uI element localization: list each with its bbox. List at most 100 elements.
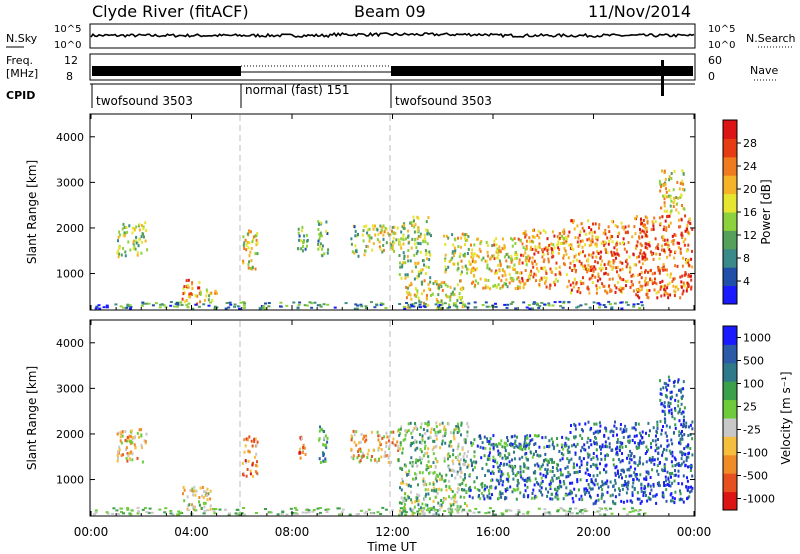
power-ground-cell	[296, 307, 300, 310]
power-cell	[391, 229, 393, 233]
velocity-cell	[685, 485, 688, 489]
velocity-cell	[546, 468, 549, 472]
velocity-cell	[655, 443, 658, 447]
power-cell	[505, 278, 508, 282]
velocity-cell	[668, 409, 671, 413]
velocity-cell	[536, 453, 539, 457]
velocity-cell	[544, 467, 547, 471]
power-cell	[576, 224, 579, 228]
velocity-cell	[674, 458, 677, 462]
velocity-cell	[432, 452, 435, 456]
power-cell	[644, 215, 647, 219]
power-cell	[135, 241, 138, 245]
power-cell	[663, 290, 666, 294]
power-cell	[514, 253, 517, 256]
power-ground-cell	[536, 303, 539, 306]
velocity-cell	[683, 447, 686, 451]
velocity-cell	[663, 405, 666, 409]
power-cell	[563, 247, 566, 251]
power-cell	[604, 240, 606, 244]
velocity-cell	[665, 388, 668, 392]
power-cell	[187, 295, 190, 299]
velocity-cell	[539, 454, 542, 458]
power-cell	[565, 273, 568, 277]
power-cell	[133, 244, 136, 248]
velocity-cell	[464, 438, 467, 442]
power-cell	[444, 265, 447, 269]
power-ground-cell	[547, 304, 551, 307]
power-cell	[254, 267, 257, 271]
power-cell	[588, 231, 591, 235]
velocity-ground-cell	[147, 511, 151, 514]
power-cell	[484, 259, 487, 263]
power-cell	[643, 258, 646, 262]
velocity-cell	[630, 474, 633, 478]
power-cell	[615, 266, 618, 270]
power-cell	[663, 225, 666, 229]
velocity-cell	[678, 498, 681, 502]
velocity-cell	[634, 428, 637, 432]
velocity-cell	[455, 500, 458, 504]
power-cell	[199, 291, 202, 295]
power-ground-cell	[405, 302, 409, 304]
power-cell	[620, 278, 623, 281]
power-ground-cell	[353, 307, 357, 310]
velocity-cell	[126, 435, 129, 439]
power-cell	[183, 300, 186, 304]
velocity-cell	[670, 438, 673, 442]
power-cell	[674, 285, 677, 289]
power-ground-cell	[313, 301, 317, 304]
power-cell	[491, 254, 494, 258]
power-cell	[680, 218, 683, 222]
velocity-cell	[500, 495, 503, 499]
power-cell	[623, 247, 626, 251]
power-cell	[398, 242, 401, 245]
velocity-cell	[662, 425, 664, 428]
power-cell	[250, 247, 253, 250]
velocity-cell	[673, 474, 676, 477]
power-cell	[616, 248, 618, 252]
velocity-cell	[674, 408, 677, 412]
velocity-cell	[667, 483, 670, 487]
velocity-cell	[410, 431, 413, 435]
velocity-cell	[120, 453, 123, 457]
power-cell	[319, 242, 322, 246]
power-cell	[533, 259, 536, 263]
power-ground-cell	[436, 301, 440, 304]
power-cell	[546, 237, 549, 241]
power-cell	[419, 232, 422, 236]
power-cell	[654, 277, 656, 281]
velocity-cell	[658, 484, 661, 488]
velocity-cell	[567, 437, 570, 441]
power-cell	[598, 286, 601, 289]
power-ground-cell	[588, 306, 592, 309]
power-cell	[120, 253, 123, 257]
power-cell	[453, 254, 455, 258]
velocity-cell	[552, 440, 554, 444]
velocity-cell	[432, 446, 435, 450]
power-cell	[451, 256, 454, 260]
power-cell	[665, 228, 668, 232]
power-cell	[658, 216, 661, 220]
velocity-cell	[424, 422, 427, 425]
velocity-ground-cell	[281, 509, 285, 512]
velocity-cell	[596, 473, 599, 477]
velocity-cell	[453, 500, 456, 504]
velocity-cell	[141, 460, 144, 464]
freq-tick-bottom: 8	[66, 70, 73, 83]
power-cell	[448, 295, 451, 299]
power-ground-cell	[610, 306, 614, 309]
power-cell	[665, 190, 668, 194]
velocity-cell	[630, 454, 633, 458]
velocity-ground-cell	[106, 512, 110, 515]
velocity-cell	[615, 447, 617, 451]
power-cell	[406, 275, 409, 278]
velocity-cell	[392, 430, 395, 434]
power-cell	[663, 268, 666, 272]
velocity-cell	[520, 444, 523, 448]
power-cell	[421, 280, 424, 284]
power-cell	[458, 292, 461, 295]
power-cell	[556, 243, 559, 247]
velocity-cell	[463, 488, 466, 492]
